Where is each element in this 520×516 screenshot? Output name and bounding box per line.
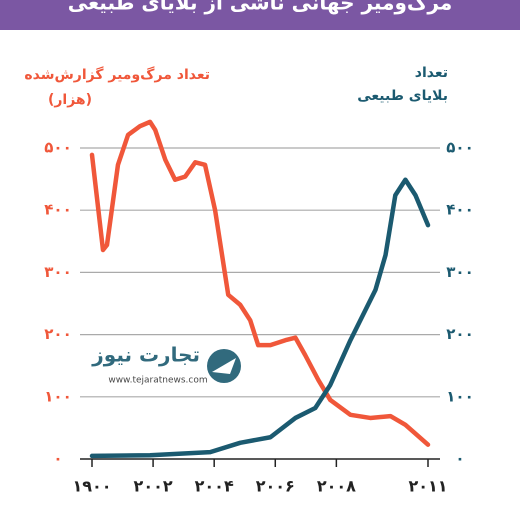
y-axis-label: تعداد مرگ‌ومیر گزارش‌شده — [24, 66, 210, 83]
x-tick-label: ۱۹۰۰ — [72, 477, 111, 496]
y2-tick-label: ۱۰۰ — [446, 387, 473, 405]
y-tick-label: ۲۰۰ — [44, 325, 71, 343]
y2-tick-label: ۰ — [455, 450, 464, 468]
chart-title: مرگ‌ومیر جهانی ناشی از بلایای طبیعی — [68, 0, 452, 15]
y-axis-label: (هزار) — [48, 92, 92, 108]
watermark: تجارت نیوز www.tejaratnews.com — [91, 343, 241, 386]
x-tick-label: ۲۰۱۱ — [408, 477, 447, 496]
series-line — [89, 119, 431, 447]
x-tick-label: ۲۰۰۶ — [256, 477, 295, 496]
x-tick-label: ۲۰۰۸ — [317, 477, 356, 496]
series-line — [89, 177, 431, 459]
y2-tick-label: ۵۰۰ — [446, 139, 473, 157]
watermark-name: تجارت نیوز — [91, 343, 200, 367]
y2-tick-label: ۳۰۰ — [446, 263, 473, 281]
y2-tick-label: ۲۰۰ — [446, 325, 473, 343]
y2-axis-label: بلایای طبیعی — [357, 88, 448, 104]
x-tick-label: ۲۰۰۴ — [195, 477, 234, 496]
x-tick-label: ۲۰۰۲ — [134, 477, 173, 496]
y2-tick-label: ۴۰۰ — [446, 201, 473, 219]
watermark-url: www.tejaratnews.com — [108, 376, 207, 386]
logo-shape — [212, 358, 236, 374]
y-tick-label: ۱۰۰ — [44, 387, 71, 405]
y-tick-label: ۰ — [53, 450, 62, 468]
y-tick-label: ۴۰۰ — [44, 201, 71, 219]
y2-axis-label: تعداد — [415, 65, 448, 81]
title-band — [0, 0, 520, 30]
y-tick-label: ۵۰۰ — [44, 139, 71, 157]
y-tick-label: ۳۰۰ — [44, 263, 71, 281]
